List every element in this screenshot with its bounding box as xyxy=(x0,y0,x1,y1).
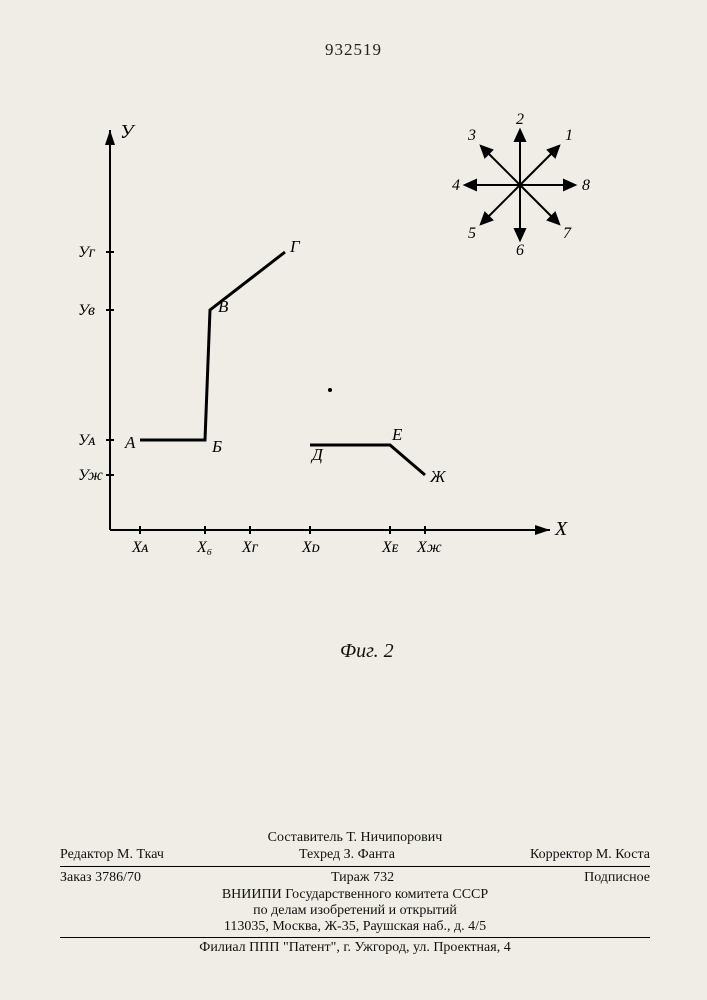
tirazh-label: Тираж xyxy=(331,870,370,885)
y-tick-1: Уᴀ xyxy=(78,432,96,449)
figure-svg: У X Уж Уᴀ Ув Уᴦ Xᴀ X₆ Xᴦ Xᴅ Xᴇ X xyxy=(60,110,660,630)
point-b: Б xyxy=(211,437,222,456)
footer-block: Составитель Т. Ничипорович Редактор М. Т… xyxy=(60,830,650,956)
point-e: Е xyxy=(391,425,403,444)
corrector-label: Корректор xyxy=(530,847,592,862)
compass-4: 4 xyxy=(452,177,460,194)
org-line-2: по делам изобретений и открытий xyxy=(60,903,650,919)
series-2 xyxy=(310,445,425,475)
y-tick-2: Ув xyxy=(78,302,95,319)
techred-label: Техред xyxy=(299,847,340,862)
x-axis-label: X xyxy=(554,518,568,540)
address-line: 113035, Москва, Ж-35, Раушская наб., д. … xyxy=(60,919,650,935)
x-tick-3: Xᴅ xyxy=(301,539,320,556)
y-tick-3: Уᴦ xyxy=(78,244,96,261)
y-axis-label: У xyxy=(120,121,136,143)
tirazh-value: 732 xyxy=(373,870,394,885)
editor-cell: Редактор М. Ткач xyxy=(60,847,164,863)
point-g: Г xyxy=(289,237,301,256)
compass-6: 6 xyxy=(516,242,524,259)
techred-cell: Техред З. Фанта xyxy=(299,847,395,863)
figure-caption: Фиг. 2 xyxy=(340,640,394,663)
axes: У X xyxy=(105,121,568,540)
techred-name: З. Фанта xyxy=(344,847,395,862)
x-tick-4: Xᴇ xyxy=(381,539,399,556)
compass-1: 1 xyxy=(565,127,573,144)
compass-8: 8 xyxy=(582,177,590,194)
series-1 xyxy=(140,252,285,440)
signed-cell: Подписное xyxy=(584,870,650,886)
order-value: 3786/70 xyxy=(95,870,141,885)
org-line-1: ВНИИПИ Государственного комитета СССР xyxy=(60,887,650,903)
order-label: Заказ xyxy=(60,870,92,885)
corrector-cell: Корректор М. Коста xyxy=(530,847,650,863)
x-tick-2: Xᴦ xyxy=(241,539,259,556)
branch-line: Филиал ППП "Патент", г. Ужгород, ул. Про… xyxy=(60,940,650,956)
compass-2: 2 xyxy=(516,111,524,128)
tirazh-cell: Тираж 732 xyxy=(331,870,394,886)
x-tick-1: X₆ xyxy=(196,539,212,556)
y-tick-0: Уж xyxy=(78,467,103,484)
point-zh: Ж xyxy=(429,467,447,486)
x-tick-0: Xᴀ xyxy=(131,539,149,556)
order-cell: Заказ 3786/70 xyxy=(60,870,141,886)
point-a: A xyxy=(124,433,136,452)
y-ticks: Уж Уᴀ Ув Уᴦ xyxy=(78,244,114,484)
corrector-name: М. Коста xyxy=(596,847,650,862)
center-dot xyxy=(328,388,332,392)
point-d: Д xyxy=(310,445,324,464)
editor-label: Редактор xyxy=(60,847,114,862)
x-tick-5: Xж xyxy=(416,539,442,556)
compass-5: 5 xyxy=(468,225,476,242)
compiler-line: Составитель Т. Ничипорович xyxy=(60,830,650,846)
compass: 1 2 3 4 5 6 7 8 xyxy=(452,111,590,259)
compass-7: 7 xyxy=(563,225,572,242)
editor-name: М. Ткач xyxy=(117,847,164,862)
order-row: Заказ 3786/70 Тираж 732 Подписное xyxy=(60,869,650,887)
document-number: 932519 xyxy=(0,40,707,60)
editor-row: Редактор М. Ткач Техред З. Фанта Коррект… xyxy=(60,846,650,864)
point-v: В xyxy=(218,297,229,316)
compass-3: 3 xyxy=(467,127,476,144)
page: 932519 У X Уж Уᴀ Ув Уᴦ Xᴀ xyxy=(0,0,707,1000)
